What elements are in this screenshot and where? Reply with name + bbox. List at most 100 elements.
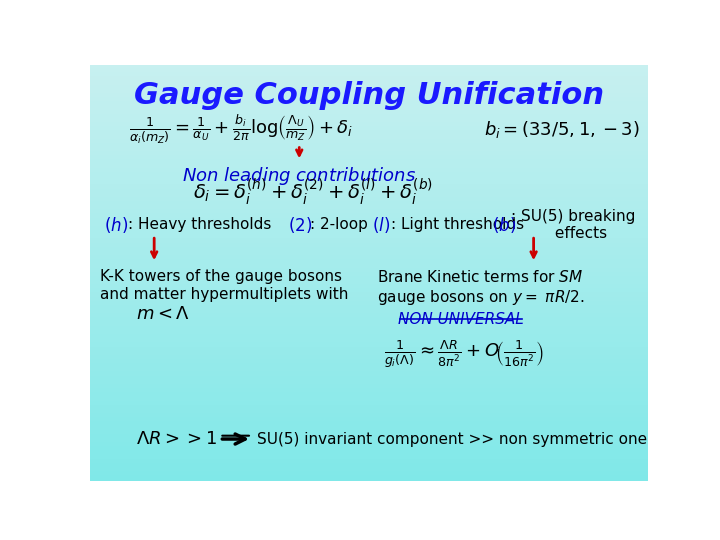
Text: K-K towers of the gauge bosons
and matter hypermultiplets with: K-K towers of the gauge bosons and matte… (100, 269, 348, 302)
Bar (90, 223, 648, 227)
Text: Brane Kinetic terms for $\mathit{SM}$: Brane Kinetic terms for $\mathit{SM}$ (377, 268, 584, 285)
Bar (90, 427, 648, 431)
Bar (90, 148, 648, 152)
Bar (90, 185, 648, 190)
Bar (90, 352, 648, 356)
Bar (90, 152, 648, 156)
Bar (90, 289, 648, 294)
Text: NON UNIVERSAL: NON UNIVERSAL (398, 312, 524, 327)
Bar (90, 464, 648, 468)
Bar (90, 364, 648, 368)
Bar (90, 94, 648, 98)
Text: $\frac{1}{g_i(\Lambda)} \approx \frac{\Lambda R}{8\pi^2} + O\!\left(\frac{1}{16\: $\frac{1}{g_i(\Lambda)} \approx \frac{\L… (384, 338, 544, 370)
Bar (90, 114, 648, 119)
Bar (90, 397, 648, 402)
Bar (90, 214, 648, 219)
Text: Gauge Coupling Unification: Gauge Coupling Unification (134, 82, 604, 111)
Bar (90, 106, 648, 111)
Bar (90, 227, 648, 231)
Bar (90, 265, 648, 268)
Bar (90, 389, 648, 393)
Bar (90, 235, 648, 239)
Bar (90, 439, 648, 443)
Bar (90, 314, 648, 319)
Bar (90, 468, 648, 472)
Bar (90, 460, 648, 464)
Text: : Heavy thresholds: : Heavy thresholds (128, 218, 271, 232)
Bar (90, 231, 648, 235)
Bar (90, 443, 648, 447)
Bar (90, 123, 648, 127)
Bar (90, 131, 648, 136)
Bar (90, 393, 648, 397)
Text: $b_i = (33/5, 1, -3)$: $b_i = (33/5, 1, -3)$ (484, 119, 639, 140)
Bar (90, 77, 648, 82)
Bar (90, 406, 648, 410)
Bar (90, 160, 648, 165)
Text: $\mathit{(2)}$: $\mathit{(2)}$ (288, 215, 312, 235)
Bar (90, 306, 648, 310)
Text: gauge bosons on $y{=}\ \pi R/2$.: gauge bosons on $y{=}\ \pi R/2$. (377, 288, 585, 307)
Bar (90, 435, 648, 439)
Bar (90, 244, 648, 248)
Bar (90, 165, 648, 168)
Bar (90, 144, 648, 148)
Bar (90, 239, 648, 244)
Bar (90, 285, 648, 289)
Bar (90, 73, 648, 77)
Bar (90, 98, 648, 102)
Bar (90, 331, 648, 335)
Bar (90, 335, 648, 339)
Text: $\it{Non\ leading\ contributions}$: $\it{Non\ leading\ contributions}$ (182, 165, 416, 187)
Text: $m < \Lambda$: $m < \Lambda$ (135, 305, 189, 323)
Bar (90, 219, 648, 223)
Bar (90, 281, 648, 285)
Text: $\delta_i = \delta_i^{(h)} + \delta_i^{(2)} + \delta_i^{(l)} + \delta_i^{(b)}$: $\delta_i = \delta_i^{(h)} + \delta_i^{(… (193, 177, 433, 207)
Bar (90, 140, 648, 144)
Text: : 2-loop: : 2-loop (310, 218, 369, 232)
Bar (90, 273, 648, 277)
Bar (90, 210, 648, 214)
Bar (90, 422, 648, 427)
Bar (90, 260, 648, 265)
Text: $\frac{1}{\alpha_i(m_Z)} = \frac{1}{\alpha_U} + \frac{b_i}{2\pi} \log\!\left(\fr: $\frac{1}{\alpha_i(m_Z)} = \frac{1}{\alp… (129, 112, 353, 146)
Bar (90, 414, 648, 418)
Bar (90, 298, 648, 302)
Bar (90, 339, 648, 343)
Bar (90, 402, 648, 406)
Bar (90, 202, 648, 206)
Bar (90, 190, 648, 194)
Bar (90, 85, 648, 90)
Bar (90, 348, 648, 352)
Bar (90, 294, 648, 298)
Bar (90, 173, 648, 177)
Bar (90, 319, 648, 322)
Text: : Light thresholds: : Light thresholds (392, 218, 524, 232)
Text: $\mathit{(b)}$: $\mathit{(b)}$ (492, 215, 516, 235)
Bar (90, 82, 648, 85)
Bar (90, 310, 648, 314)
Bar (90, 381, 648, 385)
Text: $\mathit{(h)}$: $\mathit{(h)}$ (104, 215, 128, 235)
Bar (90, 302, 648, 306)
Bar (90, 472, 648, 476)
Bar (90, 322, 648, 327)
Bar (90, 194, 648, 198)
Bar (90, 451, 648, 456)
Bar (90, 156, 648, 160)
Bar (90, 256, 648, 260)
Bar (90, 65, 648, 69)
Bar (90, 181, 648, 185)
Bar (90, 277, 648, 281)
Bar (90, 198, 648, 202)
Bar (90, 410, 648, 414)
Bar (90, 327, 648, 331)
Text: SU(5) invariant component >> non symmetric one: SU(5) invariant component >> non symmetr… (258, 431, 647, 447)
Bar (90, 368, 648, 373)
Bar (90, 206, 648, 210)
Bar (90, 127, 648, 131)
Bar (90, 356, 648, 360)
Bar (90, 418, 648, 422)
Bar (90, 447, 648, 451)
Bar (90, 373, 648, 377)
